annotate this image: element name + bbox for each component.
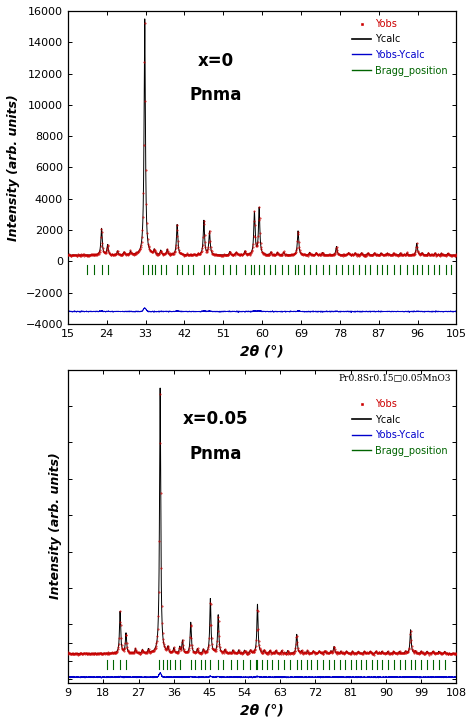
Legend: Yobs, Ycalc, Yobs-Ycalc, Bragg_position: Yobs, Ycalc, Yobs-Ycalc, Bragg_position — [352, 19, 448, 76]
Legend: Yobs, Ycalc, Yobs-Ycalc, Bragg_position: Yobs, Ycalc, Yobs-Ycalc, Bragg_position — [352, 400, 448, 456]
X-axis label: 2θ (°): 2θ (°) — [240, 345, 284, 358]
Text: Pr0.8Sr0.15□0.05MnO3: Pr0.8Sr0.15□0.05MnO3 — [338, 374, 451, 383]
Text: Pnma: Pnma — [189, 445, 242, 463]
X-axis label: 2θ (°): 2θ (°) — [240, 703, 284, 717]
Y-axis label: Intensity (arb. units): Intensity (arb. units) — [49, 452, 62, 599]
Y-axis label: Intensity (arb. units): Intensity (arb. units) — [7, 94, 20, 241]
Text: x=0: x=0 — [198, 51, 234, 70]
Text: Pnma: Pnma — [189, 86, 242, 104]
Text: x=0.05: x=0.05 — [183, 411, 248, 429]
